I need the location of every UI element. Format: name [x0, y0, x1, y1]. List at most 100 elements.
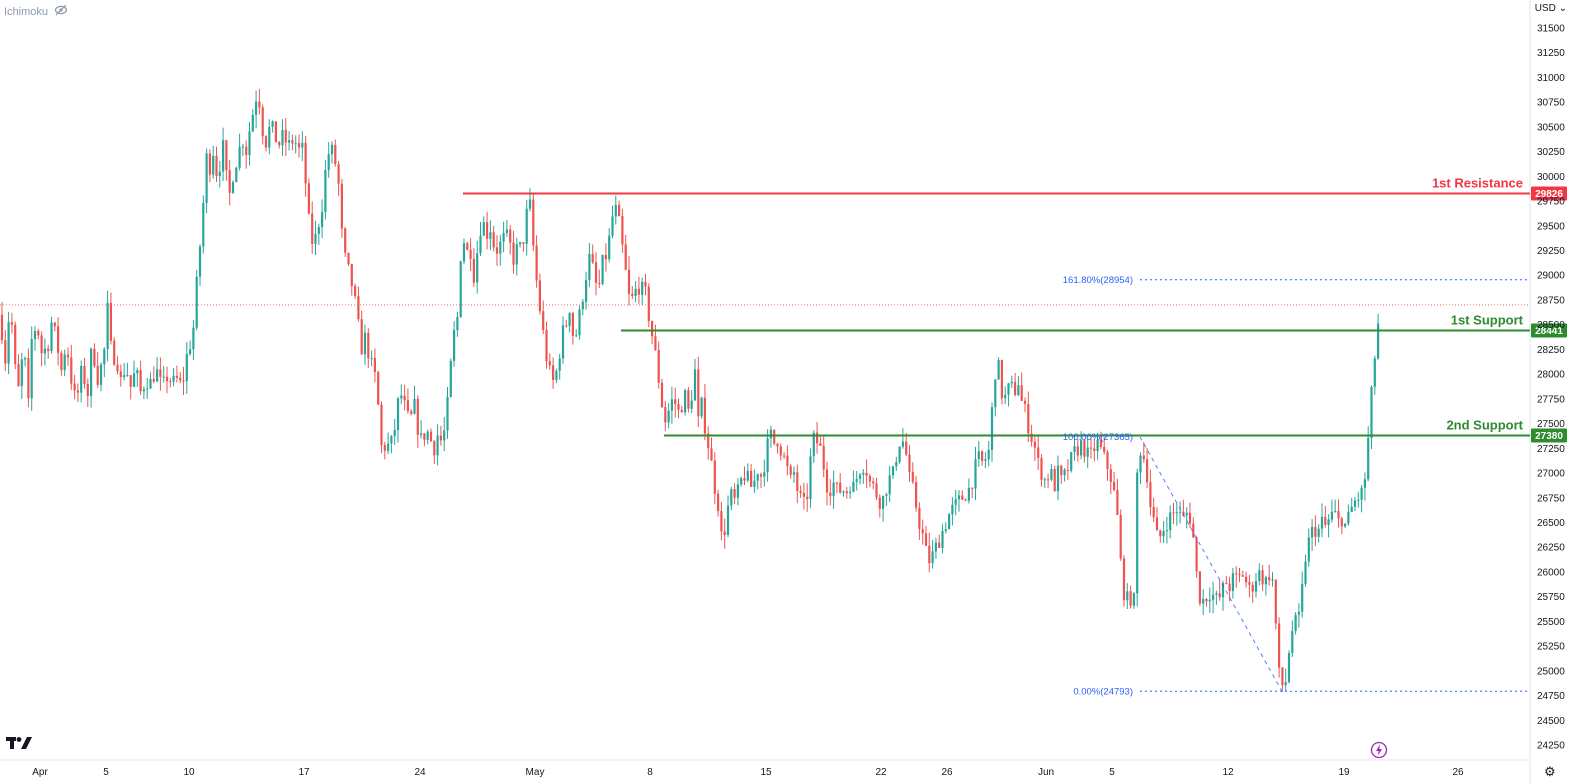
candle-body — [591, 253, 594, 263]
candle-body — [99, 364, 103, 385]
candle-body — [934, 542, 937, 552]
candle-body — [918, 507, 921, 529]
y-tick-label: 25000 — [1537, 666, 1565, 677]
candle-body — [750, 470, 753, 487]
candle-body — [321, 212, 324, 228]
candle-body — [255, 101, 258, 115]
candle-body — [575, 335, 578, 337]
candle-body — [1340, 518, 1343, 527]
price-tag — [1531, 428, 1567, 443]
candle-body — [212, 155, 215, 175]
lightning-icon[interactable] — [1370, 741, 1388, 764]
candle-body — [561, 325, 565, 359]
candle-body — [512, 242, 515, 265]
candle-body — [1314, 527, 1317, 537]
candle-body — [1000, 360, 1003, 399]
candle-body — [1089, 447, 1093, 449]
candle-body — [1311, 527, 1314, 538]
currency-selector[interactable]: USD ⌄ — [1535, 3, 1567, 14]
candle-body — [1228, 583, 1231, 592]
candle-body — [948, 514, 951, 530]
candle-body — [855, 478, 858, 482]
candle-body — [845, 491, 848, 494]
candle-body — [1301, 583, 1304, 612]
candle-body — [624, 244, 627, 270]
candle-body — [832, 482, 835, 497]
eye-slash-icon[interactable] — [54, 4, 68, 19]
candle-body — [33, 330, 37, 340]
candle-body — [1086, 447, 1089, 457]
candle-body — [641, 281, 644, 295]
y-tick-label: 25750 — [1537, 592, 1565, 603]
candle-body — [37, 330, 40, 336]
candle-body — [792, 472, 796, 475]
candle-body — [1103, 446, 1106, 452]
candle-body — [647, 286, 650, 322]
candle-body — [462, 243, 466, 262]
candle-body — [126, 375, 129, 377]
candle-body — [337, 164, 340, 184]
candle-body — [50, 322, 53, 352]
candle-body — [1248, 582, 1251, 585]
candle-body — [192, 327, 195, 350]
candle-body — [693, 369, 697, 401]
candle-body — [1113, 482, 1116, 490]
y-tick-label: 28000 — [1537, 370, 1565, 381]
candle-body — [383, 445, 386, 451]
candle-body — [1254, 581, 1258, 592]
candle-body — [334, 144, 337, 165]
candle-body — [1324, 516, 1327, 525]
candle-body — [763, 472, 766, 477]
candle-body — [63, 354, 66, 371]
candle-body — [585, 280, 588, 302]
candle-body — [644, 281, 647, 287]
candle-body — [1083, 440, 1086, 457]
candle-body — [4, 340, 7, 364]
candle-body — [1122, 558, 1126, 601]
candle-body — [690, 400, 693, 409]
y-tick-label: 30500 — [1537, 122, 1565, 133]
candle-body — [241, 146, 244, 148]
candle-body — [1363, 479, 1366, 488]
candle-body — [730, 489, 733, 506]
candle-body — [565, 325, 568, 327]
candle-body — [486, 222, 489, 239]
y-tick-label: 25250 — [1537, 642, 1565, 653]
y-tick-label: 31500 — [1537, 24, 1565, 35]
candle-body — [1307, 537, 1310, 562]
candle-body — [928, 545, 931, 564]
candle-body — [492, 232, 495, 248]
candle-body — [222, 140, 225, 172]
candle-body — [1050, 468, 1053, 480]
candle-body — [307, 183, 310, 214]
candle-body — [882, 495, 885, 509]
candle-body — [172, 375, 175, 382]
y-tick-label: 29750 — [1537, 197, 1565, 208]
candle-body — [406, 400, 409, 412]
candle-body — [426, 431, 429, 440]
y-tick-label: 24750 — [1537, 691, 1565, 702]
candle-body — [997, 360, 1000, 380]
candle-body — [86, 383, 89, 397]
candle-body — [849, 491, 852, 494]
candle-body — [387, 443, 390, 451]
candle-body — [83, 365, 86, 384]
candle-body — [525, 208, 528, 244]
x-tick-label: Jun — [1038, 767, 1054, 778]
candle-body — [373, 358, 376, 373]
time-axis: Apr 5 10 17 24 May 8 15 22 26 Jun 5 12 19 26 — [32, 767, 1464, 778]
candle-body — [363, 332, 367, 355]
candle-body — [604, 255, 607, 260]
candle-body — [90, 348, 93, 397]
y-tick-label: 30750 — [1537, 98, 1565, 109]
x-tick-label: 5 — [103, 767, 109, 778]
gear-icon[interactable]: ⚙ — [1544, 764, 1556, 779]
y-tick-label: 26000 — [1537, 567, 1565, 578]
indicator-legend[interactable]: Ichimoku — [4, 4, 68, 19]
candle-body — [1093, 448, 1096, 451]
candle-body — [344, 228, 347, 253]
tradingview-logo[interactable] — [6, 736, 32, 755]
candle-body — [819, 443, 822, 446]
candle-body — [766, 438, 769, 473]
